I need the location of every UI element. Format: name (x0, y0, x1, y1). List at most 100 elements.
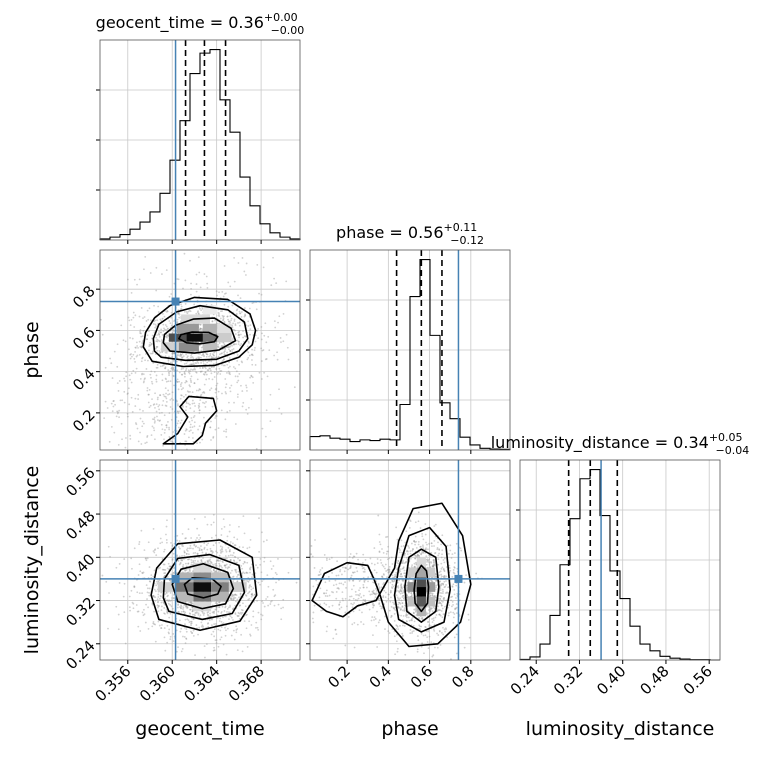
sample-point (344, 611, 347, 614)
sample-point (228, 372, 231, 375)
sample-point (194, 612, 197, 614)
y-tick-label: 0.8 (69, 282, 99, 312)
x-tick-label: 0.48 (636, 662, 672, 698)
sample-point (166, 611, 169, 614)
sample-point (195, 371, 198, 374)
sample-point (222, 643, 225, 646)
sample-point (261, 427, 264, 430)
sample-point (182, 610, 185, 613)
x-tick-label: 0.32 (550, 662, 586, 698)
grid-1-2 (310, 460, 510, 660)
sample-point (352, 571, 355, 574)
sample-point (209, 354, 212, 357)
sample-point (215, 639, 218, 642)
sample-point (248, 307, 251, 310)
sample-point (196, 552, 199, 555)
sample-point (247, 356, 250, 359)
sample-point (133, 586, 136, 589)
sample-point (237, 379, 240, 382)
sample-point (162, 312, 164, 315)
sample-point (437, 563, 440, 566)
sample-point (272, 591, 274, 593)
sample-point (384, 628, 386, 630)
sample-point (223, 350, 226, 352)
sample-point (388, 609, 391, 612)
sample-point (158, 624, 161, 627)
sample-point (407, 550, 409, 553)
sample-point (343, 570, 346, 573)
sample-point (162, 600, 165, 603)
sample-point (115, 605, 118, 608)
sample-point (405, 560, 408, 563)
sample-point (138, 353, 141, 356)
sample-point (403, 604, 406, 607)
sample-point (420, 553, 423, 556)
sample-point (191, 419, 193, 422)
sample-point (212, 551, 214, 553)
sample-point (147, 393, 150, 396)
sample-point (409, 557, 412, 560)
sample-point (258, 292, 260, 295)
sample-point (93, 367, 95, 369)
sample-point (214, 608, 217, 611)
sample-point (169, 565, 172, 568)
sample-point (188, 568, 191, 571)
sample-point (396, 624, 398, 627)
sample-point (138, 278, 141, 281)
sample-point (427, 548, 429, 551)
sample-point (426, 641, 429, 643)
sample-point (205, 378, 208, 381)
sample-point (265, 409, 268, 412)
sample-point (449, 544, 452, 547)
sample-point (124, 380, 126, 382)
sample-point (438, 602, 440, 605)
sample-point (194, 654, 196, 657)
sample-point (396, 538, 399, 541)
sample-point (203, 416, 205, 419)
sample-point (444, 627, 447, 630)
sample-point (387, 568, 390, 571)
sample-point (387, 572, 390, 574)
sample-point (163, 315, 166, 318)
sample-point (250, 585, 253, 588)
sample-point (465, 574, 468, 577)
sample-point (372, 602, 375, 605)
sample-point (168, 565, 171, 568)
sample-point (226, 351, 229, 354)
sample-point (171, 351, 174, 354)
x-tick-label: 0.24 (507, 662, 543, 698)
sample-point (173, 437, 175, 440)
sample-point (192, 635, 195, 637)
sample-point (403, 608, 406, 611)
contour-line (152, 304, 249, 362)
sample-point (192, 547, 194, 550)
sample-point (230, 384, 233, 387)
sample-point (422, 547, 425, 550)
sample-point (349, 566, 352, 568)
sample-point (209, 426, 212, 429)
sample-point (142, 381, 145, 384)
sample-point (236, 561, 238, 564)
sample-point (130, 353, 132, 355)
sample-point (200, 346, 203, 349)
sample-point (184, 440, 187, 443)
sample-point (159, 595, 162, 598)
sample-point (372, 634, 374, 637)
sample-point (332, 591, 335, 594)
sample-point (312, 611, 315, 614)
sample-point (155, 340, 158, 343)
sample-point (161, 351, 164, 354)
sample-point (235, 631, 238, 634)
sample-point (177, 610, 180, 613)
sample-point (293, 386, 296, 389)
sample-point (418, 624, 421, 627)
sample-point (191, 610, 194, 612)
sample-point (253, 593, 256, 596)
sample-point (230, 554, 232, 557)
sample-point (362, 586, 365, 589)
sample-point (428, 625, 430, 627)
sample-point (119, 399, 122, 402)
sample-point (188, 621, 191, 623)
sample-point (199, 352, 201, 355)
sample-point (176, 403, 179, 405)
